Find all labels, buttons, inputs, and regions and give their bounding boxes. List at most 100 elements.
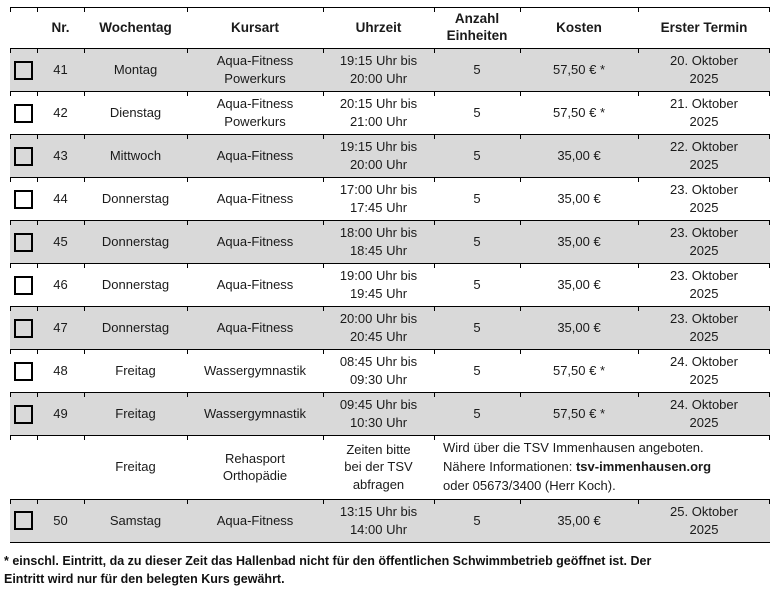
- cell-time: 08:45 Uhr bis 09:30 Uhr: [323, 349, 434, 393]
- checkbox-cell: [10, 220, 37, 264]
- cell-first-date: 21. Oktober 2025: [638, 91, 770, 135]
- cell-first-date: 23. Oktober 2025: [638, 177, 770, 221]
- cell-units: 5: [434, 392, 520, 436]
- cell-nr: 49: [37, 392, 84, 436]
- table-row-49: 49 Freitag Wassergymnastik 09:45 Uhr bis…: [10, 392, 770, 436]
- table-row-47: 47 Donnerstag Aqua-Fitness 20:00 Uhr bis…: [10, 306, 770, 350]
- checkbox-cell: [10, 48, 37, 92]
- cell-day: Freitag: [84, 392, 187, 436]
- checkbox-cell: [10, 306, 37, 350]
- cell-units: 5: [434, 177, 520, 221]
- cell-cost: 35,00 €: [520, 499, 638, 542]
- cell-day: Mittwoch: [84, 134, 187, 178]
- cell-course: Wassergymnastik: [187, 349, 323, 393]
- cell-time: 13:15 Uhr bis 14:00 Uhr: [323, 499, 434, 542]
- cell-first-date: 22. Oktober 2025: [638, 134, 770, 178]
- cell-nr: 50: [37, 499, 84, 542]
- cell-first-date: 25. Oktober 2025: [638, 499, 770, 542]
- cell-nr: 43: [37, 134, 84, 178]
- cell-day: Samstag: [84, 499, 187, 542]
- info-website: tsv-immenhausen.org: [575, 458, 712, 474]
- cell-day: Donnerstag: [84, 306, 187, 350]
- cell-nr-empty: [37, 435, 84, 500]
- cell-cost: 57,50 € *: [520, 91, 638, 135]
- cell-cost: 35,00 €: [520, 177, 638, 221]
- course-table: Nr. Wochentag Kursart Uhrzeit Anzahl Ein…: [10, 7, 770, 543]
- cell-cost: 35,00 €: [520, 134, 638, 178]
- table-row-45: 45 Donnerstag Aqua-Fitness 18:00 Uhr bis…: [10, 220, 770, 264]
- cell-first-date: 23. Oktober 2025: [638, 220, 770, 264]
- row-41-checkbox[interactable]: [14, 60, 33, 80]
- checkbox-cell: [10, 177, 37, 221]
- info-line3: oder 05673/3400 (Herr Koch).: [443, 477, 616, 493]
- cell-first-date: 24. Oktober 2025: [638, 349, 770, 393]
- cell-units: 5: [434, 499, 520, 542]
- cell-time: 20:00 Uhr bis 20:45 Uhr: [323, 306, 434, 350]
- cell-time: 20:15 Uhr bis 21:00 Uhr: [323, 91, 434, 135]
- info-line2-prefix: Nähere Informationen:: [443, 458, 576, 474]
- row-46-checkbox[interactable]: [14, 275, 33, 295]
- col-header-nr: Nr.: [37, 7, 84, 49]
- cell-first-date: 20. Oktober 2025: [638, 48, 770, 92]
- cell-day: Donnerstag: [84, 263, 187, 307]
- cell-cost: 57,50 € *: [520, 48, 638, 92]
- footnote: * einschl. Eintritt, da zu dieser Zeit d…: [4, 553, 652, 587]
- cell-units: 5: [434, 263, 520, 307]
- cell-units: 5: [434, 48, 520, 92]
- header-row: Nr. Wochentag Kursart Uhrzeit Anzahl Ein…: [10, 7, 770, 49]
- table-row-44: 44 Donnerstag Aqua-Fitness 17:00 Uhr bis…: [10, 177, 770, 221]
- col-header-anzahl-einheiten: Anzahl Einheiten: [434, 7, 520, 49]
- table-row-43: 43 Mittwoch Aqua-Fitness 19:15 Uhr bis 2…: [10, 134, 770, 178]
- table-row-42: 42 Dienstag Aqua-Fitness Powerkurs 20:15…: [10, 91, 770, 135]
- cell-time: 17:00 Uhr bis 17:45 Uhr: [323, 177, 434, 221]
- cell-cost: 57,50 € *: [520, 392, 638, 436]
- checkbox-cell-empty: [10, 435, 37, 500]
- cell-units: 5: [434, 134, 520, 178]
- row-44-checkbox[interactable]: [14, 189, 33, 209]
- cell-first-date: 24. Oktober 2025: [638, 392, 770, 436]
- col-header-uhrzeit: Uhrzeit: [323, 7, 434, 49]
- col-header-erster-termin: Erster Termin: [638, 7, 770, 49]
- cell-time: 18:00 Uhr bis 18:45 Uhr: [323, 220, 434, 264]
- cell-course: Aqua-Fitness: [187, 220, 323, 264]
- row-49-checkbox[interactable]: [14, 404, 33, 424]
- cell-course: Aqua-Fitness Powerkurs: [187, 91, 323, 135]
- cell-course: Aqua-Fitness: [187, 306, 323, 350]
- cell-course: Aqua-Fitness: [187, 499, 323, 542]
- cell-first-date: 23. Oktober 2025: [638, 263, 770, 307]
- cell-nr: 42: [37, 91, 84, 135]
- cell-units: 5: [434, 349, 520, 393]
- cell-nr: 45: [37, 220, 84, 264]
- cell-day: Montag: [84, 48, 187, 92]
- row-50-checkbox[interactable]: [14, 511, 33, 531]
- col-header-kosten: Kosten: [520, 7, 638, 49]
- cell-course: Aqua-Fitness: [187, 134, 323, 178]
- cell-cost: 35,00 €: [520, 306, 638, 350]
- table-row-50: 50 Samstag Aqua-Fitness 13:15 Uhr bis 14…: [10, 499, 770, 543]
- cell-cost: 35,00 €: [520, 263, 638, 307]
- cell-units: 5: [434, 91, 520, 135]
- info-line1: Wird über die TSV Immenhausen angeboten.: [443, 440, 704, 455]
- cell-units: 5: [434, 306, 520, 350]
- checkbox-cell: [10, 263, 37, 307]
- info-cell: Wird über die TSV Immenhausen angeboten.…: [434, 435, 770, 500]
- cell-day: Donnerstag: [84, 177, 187, 221]
- course-schedule-page: Nr. Wochentag Kursart Uhrzeit Anzahl Ein…: [0, 7, 780, 601]
- cell-nr: 44: [37, 177, 84, 221]
- cell-time: Zeiten bitte bei der TSV abfragen: [323, 435, 434, 500]
- row-43-checkbox[interactable]: [14, 146, 33, 166]
- cell-nr: 46: [37, 263, 84, 307]
- cell-course: Aqua-Fitness Powerkurs: [187, 48, 323, 92]
- col-header-wochentag: Wochentag: [84, 7, 187, 49]
- row-47-checkbox[interactable]: [14, 318, 33, 338]
- cell-course: Aqua-Fitness: [187, 263, 323, 307]
- cell-time: 09:45 Uhr bis 10:30 Uhr: [323, 392, 434, 436]
- row-45-checkbox[interactable]: [14, 232, 33, 252]
- checkbox-cell: [10, 499, 37, 542]
- row-42-checkbox[interactable]: [14, 103, 33, 123]
- row-48-checkbox[interactable]: [14, 361, 33, 381]
- cell-units: 5: [434, 220, 520, 264]
- checkbox-cell: [10, 134, 37, 178]
- cell-cost: 57,50 € *: [520, 349, 638, 393]
- cell-day: Freitag: [84, 349, 187, 393]
